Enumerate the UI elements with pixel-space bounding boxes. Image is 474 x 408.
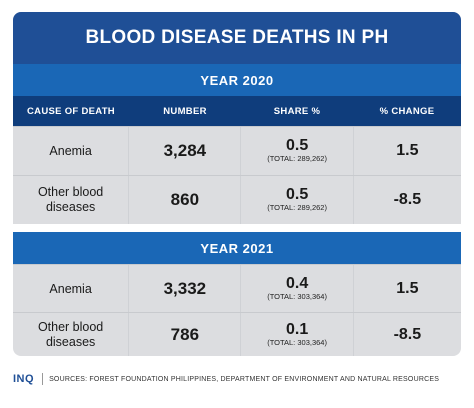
header-number: NUMBER bbox=[163, 105, 207, 117]
cause-cell: Other blood diseases bbox=[13, 313, 130, 356]
share-value: 0.1 bbox=[285, 321, 309, 338]
change-value: 1.5 bbox=[396, 142, 419, 159]
column-header-row: CAUSE OF DEATH NUMBER SHARE % % CHANGE bbox=[13, 96, 461, 126]
cause-text: Other blood diseases bbox=[37, 320, 104, 349]
change-cell: 1.5 bbox=[354, 265, 461, 313]
number-cell: 3,284 bbox=[129, 127, 242, 175]
cause-text: Other blood diseases bbox=[37, 185, 104, 214]
share-cell: 0.5 (TOTAL: 289,262) bbox=[241, 176, 354, 224]
sources-text: SOURCES: FOREST FOUNDATION PHILIPPINES, … bbox=[49, 375, 440, 383]
share-cell: 0.1 (TOTAL: 303,364) bbox=[241, 313, 354, 356]
header-cause: CAUSE OF DEATH bbox=[27, 105, 115, 117]
share-value: 0.5 bbox=[285, 186, 309, 203]
change-cell: -8.5 bbox=[354, 313, 461, 356]
header-change: % CHANGE bbox=[379, 105, 435, 117]
number-value: 3,284 bbox=[163, 141, 207, 160]
year-2020-band: YEAR 2020 bbox=[13, 64, 461, 96]
share-total: (TOTAL: 303,364) bbox=[267, 292, 327, 301]
number-value: 860 bbox=[170, 190, 200, 209]
change-cell: -8.5 bbox=[354, 176, 461, 224]
number-cell: 860 bbox=[129, 176, 242, 224]
cause-cell: Anemia bbox=[13, 127, 130, 175]
table-title: BLOOD DISEASE DEATHS IN PH bbox=[13, 12, 461, 64]
number-cell: 786 bbox=[129, 313, 242, 356]
footer: INQ SOURCES: FOREST FOUNDATION PHILIPPIN… bbox=[13, 372, 461, 386]
cause-text: Anemia bbox=[49, 281, 92, 296]
data-table-card: BLOOD DISEASE DEATHS IN PH YEAR 2020 CAU… bbox=[13, 12, 461, 356]
share-total: (TOTAL: 289,262) bbox=[267, 203, 327, 212]
cause-cell: Anemia bbox=[13, 265, 130, 313]
year-2021-band: YEAR 2021 bbox=[13, 232, 461, 264]
change-cell: 1.5 bbox=[354, 127, 461, 175]
change-value: 1.5 bbox=[396, 280, 419, 297]
share-cell: 0.4 (TOTAL: 303,364) bbox=[241, 265, 354, 313]
cause-cell: Other blood diseases bbox=[13, 176, 130, 224]
inq-logo: INQ bbox=[13, 373, 44, 385]
share-total: (TOTAL: 289,262) bbox=[267, 154, 327, 163]
table-row: Anemia 3,284 0.5 (TOTAL: 289,262) 1.5 bbox=[13, 126, 461, 175]
table-row: Other blood diseases 786 0.1 (TOTAL: 303… bbox=[13, 312, 461, 356]
share-cell: 0.5 (TOTAL: 289,262) bbox=[241, 127, 354, 175]
cause-text: Anemia bbox=[49, 143, 92, 158]
section-divider bbox=[13, 224, 461, 232]
change-value: -8.5 bbox=[393, 326, 422, 343]
number-cell: 3,332 bbox=[129, 265, 242, 313]
table-row: Anemia 3,332 0.4 (TOTAL: 303,364) 1.5 bbox=[13, 264, 461, 313]
table-row: Other blood diseases 860 0.5 (TOTAL: 289… bbox=[13, 175, 461, 224]
header-share: SHARE % bbox=[273, 105, 321, 117]
number-value: 786 bbox=[170, 325, 200, 344]
number-value: 3,332 bbox=[163, 279, 207, 298]
share-value: 0.5 bbox=[285, 137, 309, 154]
share-total: (TOTAL: 303,364) bbox=[267, 338, 327, 347]
share-value: 0.4 bbox=[285, 275, 309, 292]
change-value: -8.5 bbox=[393, 191, 422, 208]
